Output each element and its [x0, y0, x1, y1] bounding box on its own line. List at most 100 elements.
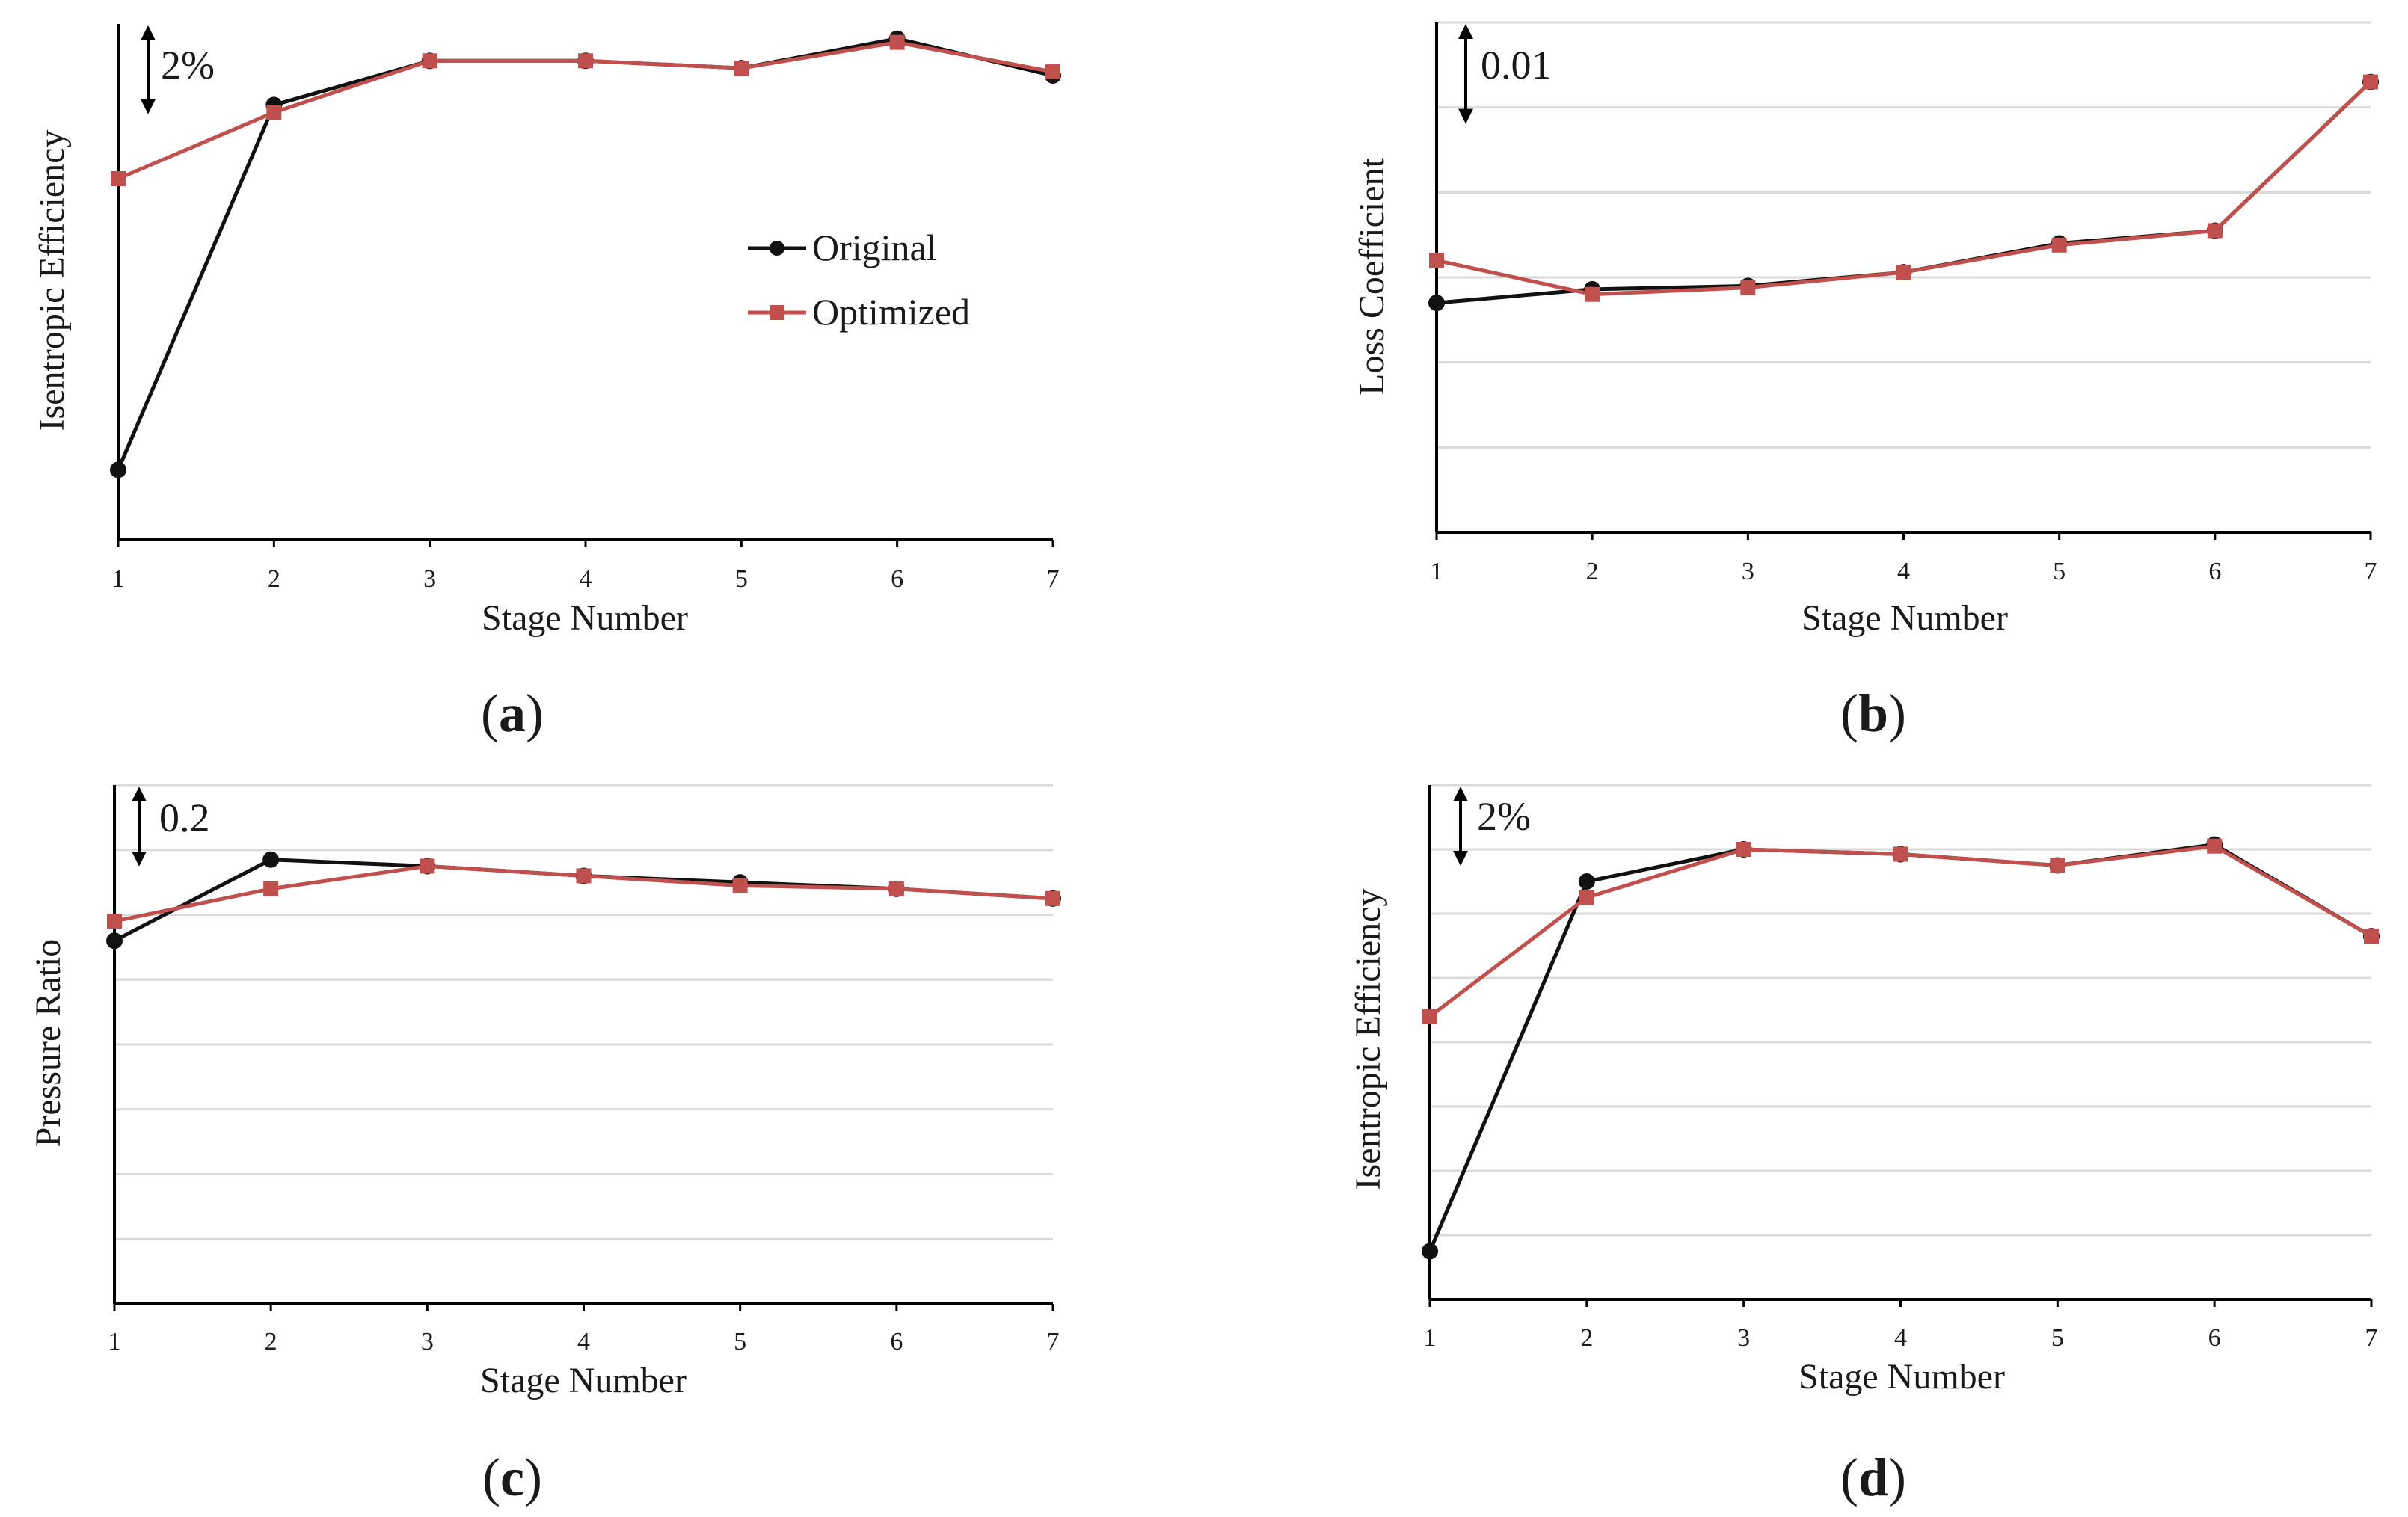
panel-c-xlabel: Stage Number [480, 1361, 687, 1400]
panel-b-scale-label: 0.01 [1481, 43, 1552, 87]
panel-b-grid [1437, 21, 2371, 449]
panel-a-tick-label: 6 [891, 565, 903, 593]
panel-b-xlabel: Stage Number [1802, 598, 2008, 638]
panel-a: 1 2 3 4 5 6 7 2% Isentropic Efficiency Stage N… [32, 24, 1061, 743]
panel-a-legend: Original Optimized [748, 227, 970, 333]
panel-a-original-point [110, 461, 126, 479]
panel-d-ylabel: Isentropic Efficiency [1348, 889, 1388, 1190]
panel-a-series [110, 30, 1061, 479]
legend-optimized-marker [770, 305, 784, 320]
panel-c-original-point [106, 932, 123, 950]
panel-d-caption: (d) [1840, 1447, 1906, 1507]
panel-b-tick-label: 1 [1431, 558, 1443, 585]
panel-c-tick-label: 1 [108, 1328, 121, 1356]
panel-a-optimized-point [578, 53, 593, 69]
panel-d-tick-label: 5 [2051, 1324, 2064, 1352]
panel-c-tick-label: 7 [1047, 1328, 1060, 1356]
panel-b-optimized-point [1429, 253, 1444, 268]
panel-a-optimized-point [266, 105, 282, 120]
panel-b-optimized-point [1896, 265, 1911, 280]
panel-b-optimized-line [1436, 80, 2372, 297]
panel-c-ylabel: Pressure Ratio [28, 939, 68, 1148]
panel-c-series [106, 851, 1061, 950]
panel-c-caption-letter: c [500, 1447, 524, 1507]
panel-d-optimized-point [2207, 838, 2223, 854]
panel-a-caption-open: ( [481, 683, 499, 743]
panel-b-caption-letter: b [1858, 683, 1888, 743]
panel-c-optimized-point [576, 868, 592, 884]
panel-a-tick-label: 4 [580, 565, 592, 593]
panel-c-caption-open: ( [482, 1447, 500, 1507]
panel-d-tick-label: 7 [2365, 1324, 2378, 1352]
panel-c-caption: (c) [482, 1447, 542, 1507]
panel-d-optimized-point [1579, 890, 1594, 905]
panel-b-ticks: 1 2 3 4 5 6 7 [1431, 532, 2377, 585]
panel-b-tick-label: 4 [1897, 558, 1910, 585]
panel-c-optimized-point [420, 858, 435, 874]
panel-b-caption: (b) [1840, 683, 1906, 743]
panel-a-xlabel: Stage Number [482, 598, 688, 638]
panel-c-ticks: 1 2 3 4 5 6 7 [108, 1304, 1060, 1356]
panel-b-ylabel: Loss Coefficient [1352, 157, 1392, 395]
panel-c-optimized-point [888, 881, 904, 896]
panel-a-ticks: 1 2 3 4 5 6 7 [112, 540, 1060, 593]
panel-a-tick-label: 1 [112, 565, 125, 593]
panel-d-tick-label: 3 [1737, 1324, 1750, 1352]
panel-b-tick-label: 6 [2208, 558, 2221, 585]
panel-b-tick-label: 3 [1742, 558, 1754, 585]
panel-b-caption-open: ( [1840, 683, 1858, 743]
panel-c-grid [114, 784, 1053, 1240]
panel-a-optimized-point [111, 171, 126, 186]
panel-a-tick-label: 3 [423, 565, 436, 593]
panel-d-optimized-point [1736, 842, 1751, 857]
panel-b-optimized-point [2207, 223, 2223, 239]
panel-c-optimized-point [1045, 890, 1060, 906]
panel-a-axes [117, 24, 1053, 541]
panel-c-tick-label: 5 [734, 1328, 746, 1356]
panel-c-original-point [262, 851, 280, 868]
panel-b-optimized-point [2051, 237, 2067, 253]
panel-c-tick-label: 3 [421, 1328, 434, 1356]
panel-d-optimized-point [1893, 846, 1908, 862]
panel-d-tick-label: 2 [1580, 1324, 1593, 1352]
panel-a-optimized-point [889, 34, 905, 50]
panel-b-original-point [1428, 295, 1445, 312]
legend-optimized-label: Optimized [812, 291, 970, 333]
panel-b: 1 2 3 4 5 6 7 0.01 Loss Coefficient Stage Numb… [1352, 21, 2379, 743]
panel-d-optimized-point [2364, 929, 2379, 944]
legend-original-label: Original [812, 227, 937, 268]
panel-c-tick-label: 2 [265, 1328, 277, 1356]
panel-b-caption-close: ) [1888, 683, 1906, 743]
panel-a-scale-label: 2% [161, 43, 215, 87]
panel-a-tick-label: 7 [1047, 565, 1060, 593]
panel-d-optimized-point [1422, 1009, 1437, 1024]
panel-d-optimized-point [2050, 858, 2065, 873]
panel-d-original-point [1578, 873, 1595, 890]
panel-b-optimized-point [1740, 280, 1756, 295]
panel-a-ylabel: Isentropic Efficiency [32, 130, 72, 431]
panel-d: 1 2 3 4 5 6 7 2% Isentropic Efficiency Stage N… [1348, 784, 2380, 1507]
panel-c-tick-label: 4 [577, 1328, 590, 1356]
panel-d-ticks: 1 2 3 4 5 6 7 [1424, 1299, 2378, 1352]
panel-d-original-point [1422, 1243, 1438, 1260]
panel-d-tick-label: 1 [1424, 1324, 1437, 1352]
panel-c-tick-label: 6 [890, 1328, 903, 1356]
panel-a-tick-label: 5 [735, 565, 748, 593]
panel-a-optimized-point [1045, 64, 1060, 80]
panel-c-optimized-point [107, 914, 122, 929]
panel-b-tick-label: 5 [2053, 558, 2065, 585]
panel-d-original-line [1428, 843, 2373, 1252]
panel-d-caption-close: ) [1888, 1447, 1906, 1507]
panel-c-optimized-point [732, 878, 748, 893]
panel-d-series [1422, 836, 2380, 1260]
panel-c-caption-close: ) [524, 1447, 542, 1507]
panel-d-tick-label: 4 [1894, 1324, 1907, 1352]
panel-b-tick-label: 2 [1586, 558, 1599, 585]
legend-original-marker [770, 241, 784, 256]
panel-b-tick-label: 7 [2365, 558, 2377, 585]
panel-c-scale-label: 0.2 [159, 796, 210, 840]
panel-a-caption-close: ) [526, 683, 544, 743]
panel-a-caption-letter: a [499, 683, 526, 743]
